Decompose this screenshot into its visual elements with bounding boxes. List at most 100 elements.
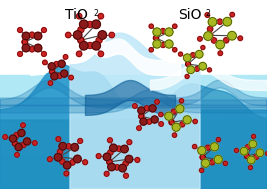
Circle shape (21, 123, 25, 128)
Circle shape (61, 70, 68, 77)
Circle shape (121, 145, 128, 153)
Circle shape (139, 114, 144, 119)
Circle shape (183, 116, 191, 124)
Circle shape (186, 62, 190, 66)
Circle shape (107, 159, 112, 165)
Circle shape (183, 54, 191, 62)
Circle shape (18, 52, 22, 56)
Circle shape (50, 69, 55, 74)
Circle shape (69, 75, 73, 80)
Circle shape (63, 55, 68, 59)
Circle shape (125, 155, 133, 163)
Circle shape (114, 165, 120, 170)
Circle shape (123, 161, 128, 166)
Circle shape (223, 17, 231, 26)
Circle shape (149, 48, 153, 52)
Circle shape (78, 37, 84, 43)
Circle shape (139, 114, 144, 119)
Circle shape (149, 105, 156, 112)
Circle shape (34, 32, 42, 40)
Circle shape (138, 107, 145, 114)
Circle shape (108, 138, 112, 143)
Circle shape (98, 13, 104, 19)
Circle shape (92, 41, 100, 50)
Circle shape (14, 132, 19, 137)
Circle shape (59, 143, 66, 150)
Circle shape (109, 32, 115, 38)
Circle shape (137, 126, 141, 130)
Circle shape (195, 67, 199, 71)
Circle shape (22, 32, 30, 40)
Circle shape (154, 36, 159, 41)
Circle shape (245, 154, 249, 159)
Circle shape (165, 112, 173, 120)
Circle shape (172, 24, 177, 28)
Circle shape (48, 81, 53, 85)
Circle shape (96, 37, 102, 43)
Circle shape (43, 60, 47, 65)
Circle shape (15, 153, 19, 157)
Circle shape (214, 155, 222, 163)
Circle shape (195, 50, 203, 58)
Circle shape (179, 52, 183, 56)
Circle shape (87, 22, 93, 28)
Circle shape (29, 32, 35, 37)
Circle shape (87, 43, 93, 49)
Circle shape (172, 133, 177, 137)
Circle shape (41, 28, 46, 33)
Circle shape (201, 46, 205, 50)
Circle shape (217, 19, 223, 24)
Circle shape (71, 143, 78, 151)
Circle shape (198, 146, 206, 155)
Circle shape (176, 105, 184, 113)
Circle shape (211, 38, 217, 43)
Text: $_2$: $_2$ (93, 8, 99, 20)
Circle shape (3, 135, 7, 139)
Circle shape (140, 118, 147, 125)
Circle shape (12, 141, 17, 146)
Circle shape (29, 46, 35, 52)
Circle shape (223, 38, 229, 43)
Circle shape (18, 28, 22, 33)
Circle shape (216, 40, 225, 49)
Circle shape (96, 154, 101, 159)
Circle shape (108, 163, 115, 171)
Circle shape (205, 145, 210, 150)
Circle shape (201, 159, 210, 167)
Circle shape (193, 119, 197, 124)
Circle shape (22, 39, 28, 45)
Circle shape (132, 104, 137, 108)
Circle shape (23, 138, 31, 145)
Circle shape (245, 154, 249, 159)
Circle shape (228, 31, 236, 40)
Circle shape (159, 122, 163, 126)
Circle shape (70, 160, 75, 165)
Circle shape (74, 155, 81, 163)
Circle shape (171, 109, 176, 114)
Circle shape (254, 155, 258, 160)
Circle shape (172, 123, 180, 131)
Circle shape (180, 122, 185, 127)
Circle shape (98, 31, 107, 39)
Circle shape (153, 40, 161, 48)
Circle shape (256, 149, 264, 157)
Circle shape (218, 51, 223, 56)
Circle shape (18, 129, 25, 136)
Circle shape (80, 20, 88, 29)
Circle shape (240, 147, 248, 155)
Circle shape (266, 152, 267, 156)
Circle shape (207, 26, 213, 32)
Circle shape (165, 28, 173, 36)
Circle shape (186, 62, 190, 66)
Circle shape (66, 144, 72, 149)
Circle shape (155, 100, 159, 104)
Circle shape (104, 171, 109, 176)
Circle shape (223, 161, 227, 166)
Circle shape (208, 18, 217, 26)
Circle shape (165, 40, 173, 48)
Circle shape (153, 28, 161, 36)
Circle shape (103, 153, 111, 161)
Circle shape (205, 13, 210, 17)
Circle shape (54, 153, 62, 161)
Circle shape (108, 150, 113, 155)
